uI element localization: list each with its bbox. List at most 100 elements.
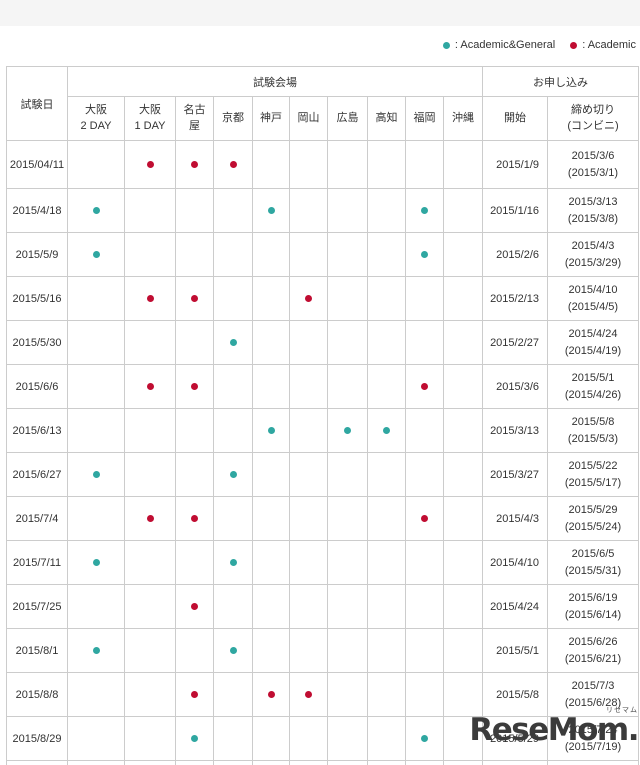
venue-cell-osaka-2day [67, 408, 125, 453]
academic-general-dot [92, 250, 100, 258]
venue-cell-kobe [252, 672, 290, 717]
deadline-cvs: (2015/6/21) [564, 652, 622, 665]
venue-cell-kyoto [213, 320, 253, 365]
apply-deadline-cell: 2015/4/3 (2015/3/29) [547, 232, 639, 277]
venue-cell-osaka-1day [124, 364, 176, 409]
deadline-main: 2015/5/29 [568, 504, 618, 516]
venue-cell-osaka-2day [67, 364, 125, 409]
venue-cell-kobe [252, 232, 290, 277]
venue-cell-osaka-1day [124, 540, 176, 585]
venue-cell-hiroshima [327, 140, 368, 189]
venue-cell-okinawa [443, 584, 483, 629]
venue-cell-nagoya [175, 408, 214, 453]
venue-cell-fukuoka [405, 364, 444, 409]
venue-cell-okinawa [443, 364, 483, 409]
venue-cell-kyoto [213, 716, 253, 761]
schedule-row: 2015/6/13 2015/3/13 2015/5/8 (2015/5/3) [6, 408, 639, 453]
deadline-cvs: (2015/6/14) [564, 608, 622, 621]
academic-general-dot [421, 734, 428, 742]
academic-general-dot [229, 470, 237, 478]
venue-cell-okinawa [443, 716, 483, 761]
venue-cell-kochi [367, 408, 406, 453]
apply-deadline-cell: 2015/7/24 (2015/7/19) [547, 716, 639, 761]
schedule-row: 2015/5/9 2015/2/6 2015/4/3 (2015/3/29) [6, 232, 639, 277]
apply-start-cell: 2015/2/13 [482, 276, 548, 321]
academic-general-dot [383, 426, 390, 434]
venue-cell-kochi [367, 320, 406, 365]
venue-cell-okayama [289, 320, 328, 365]
empty-cell [175, 760, 214, 765]
apply-deadline-cell: 2015/6/26 (2015/6/21) [547, 628, 639, 673]
venue-cell-fukuoka [405, 584, 444, 629]
academic-general-dot [267, 426, 275, 434]
academic-dot [191, 382, 198, 390]
venue-cell-osaka-1day [124, 628, 176, 673]
schedule-row: 2015/04/11 2015/1/9 2015/3/6 (2015/3/1) [6, 140, 639, 189]
venue-cell-osaka-1day [124, 716, 176, 761]
deadline-cvs: (2015/4/26) [564, 388, 622, 401]
venue-cell-kyoto [213, 408, 253, 453]
apply-start-cell: 2015/3/13 [482, 408, 548, 453]
venue-cell-hiroshima [327, 408, 368, 453]
empty-cell [252, 760, 290, 765]
venue-cell-okinawa [443, 540, 483, 585]
deadline-main: 2015/7/24 [568, 724, 618, 736]
apply-deadline-cell: 2015/3/6 (2015/3/1) [547, 140, 639, 189]
deadline-cvs: (2015/5/31) [564, 564, 622, 577]
venue-cell-fukuoka [405, 496, 444, 541]
academic-dot [421, 514, 428, 522]
deadline-main: 2015/3/6 [571, 150, 615, 162]
venue-cell-okinawa [443, 672, 483, 717]
venue-cell-hiroshima [327, 232, 368, 277]
venue-cell-osaka-2day [67, 584, 125, 629]
venue-cell-osaka-1day [124, 584, 176, 629]
venue-cell-nagoya [175, 232, 214, 277]
apply-start-cell: 2015/5/29 [482, 716, 548, 761]
academic-dot [191, 690, 198, 698]
deadline-cvs: (2015/3/8) [567, 212, 619, 225]
venue-cell-okayama [289, 716, 328, 761]
venue-cell-kochi [367, 716, 406, 761]
exam-date-cell: 2015/7/25 [6, 584, 68, 629]
venue-cell-fukuoka [405, 408, 444, 453]
deadline-main: 2015/6/5 [571, 548, 615, 560]
deadline-main: 2015/6/26 [568, 636, 618, 648]
venue-cell-fukuoka [405, 188, 444, 233]
venue-cell-kyoto [213, 188, 253, 233]
apply-deadline-cell: 2015/3/13 (2015/3/8) [547, 188, 639, 233]
academic-general-dot [442, 41, 450, 49]
exam-date-cell: 2015/4/18 [6, 188, 68, 233]
deadline-main: 2015/5/22 [568, 460, 618, 472]
deadline-cvs: (2015/4/5) [567, 300, 619, 313]
col-header-exam-date: 試験日 [6, 66, 68, 141]
venue-cell-nagoya [175, 276, 214, 321]
venue-cell-osaka-2day [67, 672, 125, 717]
exam-date-cell: 2015/7/4 [6, 496, 68, 541]
venue-cell-hiroshima [327, 496, 368, 541]
exam-date-cell: 2015/5/30 [6, 320, 68, 365]
schedule-row: 2015/7/25 2015/4/24 2015/6/19 (2015/6/14) [6, 584, 639, 629]
deadline-cvs: (2015/7/19) [564, 740, 622, 753]
empty-cell [6, 760, 68, 765]
venue-cell-nagoya [175, 320, 214, 365]
venue-cell-kochi [367, 628, 406, 673]
apply-deadline-cell: 2015/6/5 (2015/5/31) [547, 540, 639, 585]
venue-cell-kobe [252, 140, 290, 189]
venue-cell-kobe [252, 496, 290, 541]
venue-cell-kyoto [213, 140, 253, 189]
deadline-main: 2015/5/1 [571, 372, 615, 384]
academic-dot [305, 294, 312, 302]
apply-start-cell: 2015/5/8 [482, 672, 548, 717]
venue-cell-kobe [252, 320, 290, 365]
legend-label: : Academic [582, 39, 636, 51]
venue-cell-kochi [367, 188, 406, 233]
apply-start-cell: 2015/1/16 [482, 188, 548, 233]
venue-cell-hiroshima [327, 320, 368, 365]
academic-general-dot [421, 250, 428, 258]
venue-cell-okinawa [443, 408, 483, 453]
venue-cell-kochi [367, 496, 406, 541]
academic-general-dot [92, 646, 100, 654]
empty-cell [482, 760, 548, 765]
col-header-kochi: 高知 [367, 96, 406, 141]
empty-cell [213, 760, 253, 765]
